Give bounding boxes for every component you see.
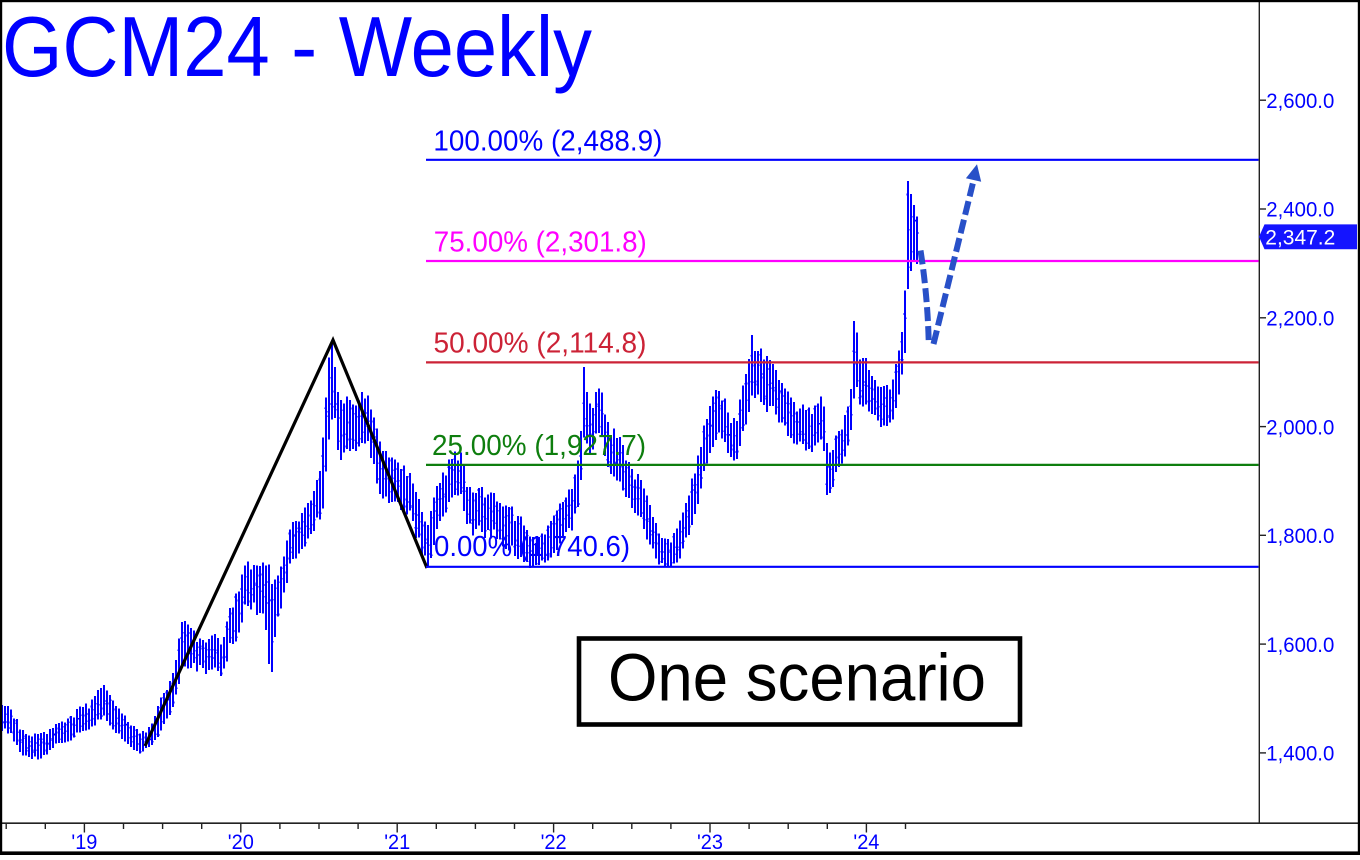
svg-text:1,600.0: 1,600.0 [1266, 634, 1334, 657]
svg-text:25.00% (1,927.7): 25.00% (1,927.7) [432, 430, 646, 462]
svg-text:One scenario: One scenario [608, 640, 986, 715]
svg-text:2,000.0: 2,000.0 [1266, 416, 1334, 439]
svg-text:75.00% (2,301.8): 75.00% (2,301.8) [434, 227, 647, 259]
svg-text:2,347.2: 2,347.2 [1265, 226, 1335, 249]
svg-text:'21: '21 [384, 831, 410, 854]
svg-text:0.00% (1,740.6): 0.00% (1,740.6) [434, 531, 630, 563]
svg-text:100.00% (2,488.9): 100.00% (2,488.9) [433, 125, 662, 157]
svg-text:GCM24 - Weekly: GCM24 - Weekly [2, 0, 592, 95]
svg-text:2,400.0: 2,400.0 [1266, 199, 1334, 222]
svg-text:'24: '24 [853, 831, 879, 854]
svg-text:2,200.0: 2,200.0 [1266, 308, 1334, 331]
svg-text:2,600.0: 2,600.0 [1266, 90, 1334, 113]
svg-text:'19: '19 [71, 831, 97, 854]
svg-text:'20: '20 [228, 831, 254, 854]
svg-text:1,400.0: 1,400.0 [1266, 743, 1334, 766]
svg-text:50.00% (2,114.8): 50.00% (2,114.8) [434, 328, 647, 360]
svg-text:'22: '22 [541, 831, 567, 854]
svg-text:'23: '23 [697, 831, 723, 854]
svg-text:1,800.0: 1,800.0 [1266, 525, 1334, 548]
